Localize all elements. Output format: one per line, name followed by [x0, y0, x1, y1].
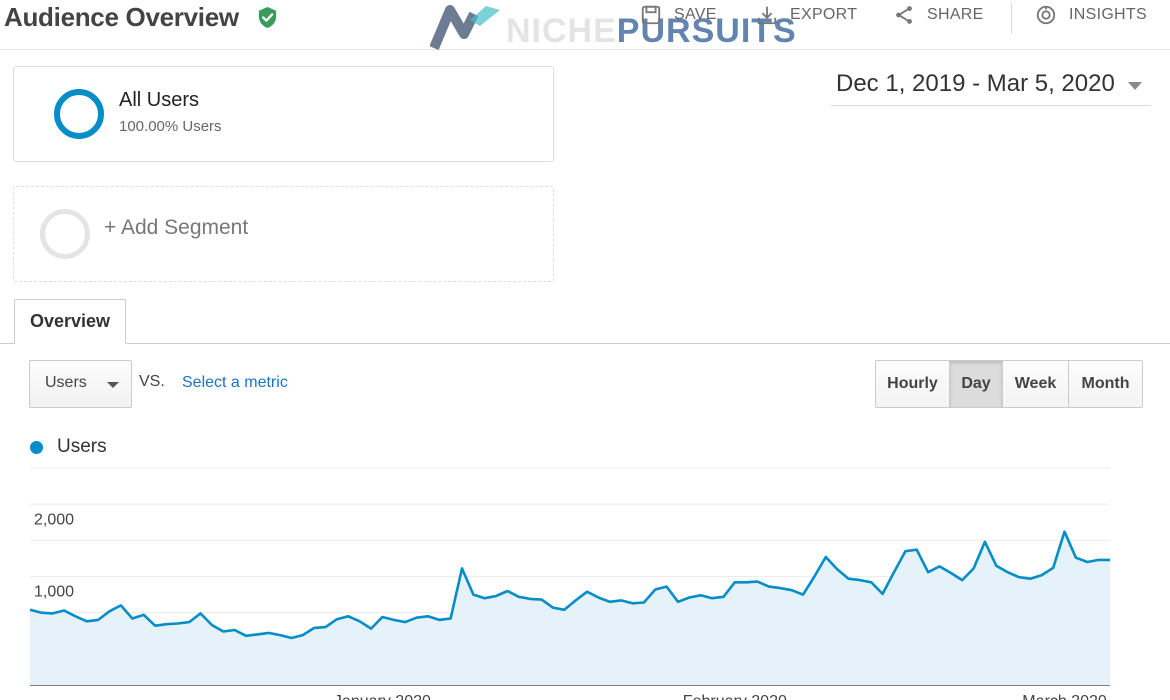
tabs-divider	[0, 343, 1170, 344]
y-tick-label: 2,000	[34, 511, 74, 528]
x-tick-label: March 2020	[1022, 693, 1107, 700]
save-button[interactable]: SAVE	[640, 0, 717, 30]
share-button[interactable]: SHARE	[893, 0, 984, 30]
export-button[interactable]: EXPORT	[756, 0, 857, 30]
segment-detail: 100.00% Users	[119, 118, 222, 135]
shield-check-icon	[258, 6, 277, 29]
users-series-line	[29, 530, 1110, 640]
y-tick-label: 1,000	[34, 584, 74, 601]
watermark-logo: NICHEPURSUITS	[428, 2, 796, 50]
date-range-picker[interactable]: Dec 1, 2019 - Mar 5, 2020	[831, 66, 1151, 106]
users-area-fill	[30, 531, 1110, 685]
legend-dot-icon	[30, 440, 43, 454]
date-range-text: Dec 1, 2019 - Mar 5, 2020	[836, 70, 1115, 97]
insights-button[interactable]: INSIGHTS	[1035, 0, 1147, 30]
insights-label: INSIGHTS	[1069, 6, 1147, 23]
legend-label: Users	[57, 436, 107, 457]
x-tick-label: February 2020	[683, 693, 787, 700]
add-segment-button[interactable]: + Add Segment	[13, 186, 554, 282]
watermark-text-pursuits: PURSUITS	[616, 12, 797, 50]
save-label: SAVE	[674, 6, 717, 23]
add-segment-label: + Add Segment	[104, 216, 249, 239]
save-icon	[641, 5, 661, 25]
granularity-hourly-button[interactable]: Hourly	[876, 361, 950, 407]
watermark-icon	[430, 5, 500, 50]
granularity-day-button[interactable]: Day	[950, 361, 1003, 407]
vs-label: VS.	[139, 373, 165, 390]
export-label: EXPORT	[790, 6, 858, 23]
empty-segment-ring-icon	[40, 209, 90, 259]
report-header: Audience Overview NICHEPURSUITS SAVE EXP…	[0, 0, 1170, 50]
chevron-down-icon	[107, 382, 119, 388]
metric-dropdown-label: Users	[45, 374, 87, 391]
select-metric-link[interactable]: Select a metric	[182, 374, 288, 391]
share-icon	[896, 6, 912, 24]
share-label: SHARE	[927, 6, 984, 23]
header-divider	[1011, 2, 1012, 34]
watermark-text: NICHEPURSUITS	[506, 12, 797, 51]
tab-overview[interactable]: Overview	[14, 299, 126, 344]
chevron-down-icon	[1128, 82, 1142, 90]
metric-dropdown[interactable]: Users	[29, 360, 132, 408]
segment-card-all-users[interactable]: All Users 100.00% Users	[13, 66, 554, 162]
x-tick-label: January 2020	[334, 693, 431, 700]
page-title: Audience Overview	[4, 2, 239, 32]
granularity-toggle: Hourly Day Week Month	[875, 360, 1143, 408]
download-icon	[757, 6, 777, 25]
segment-ring-icon	[54, 89, 104, 139]
granularity-month-button[interactable]: Month	[1069, 361, 1142, 407]
watermark-text-niche: NICHE	[506, 12, 617, 50]
segment-name: All Users	[119, 89, 200, 111]
chart-legend: Users	[30, 436, 107, 458]
insights-icon	[1036, 5, 1056, 25]
granularity-week-button[interactable]: Week	[1003, 361, 1069, 407]
